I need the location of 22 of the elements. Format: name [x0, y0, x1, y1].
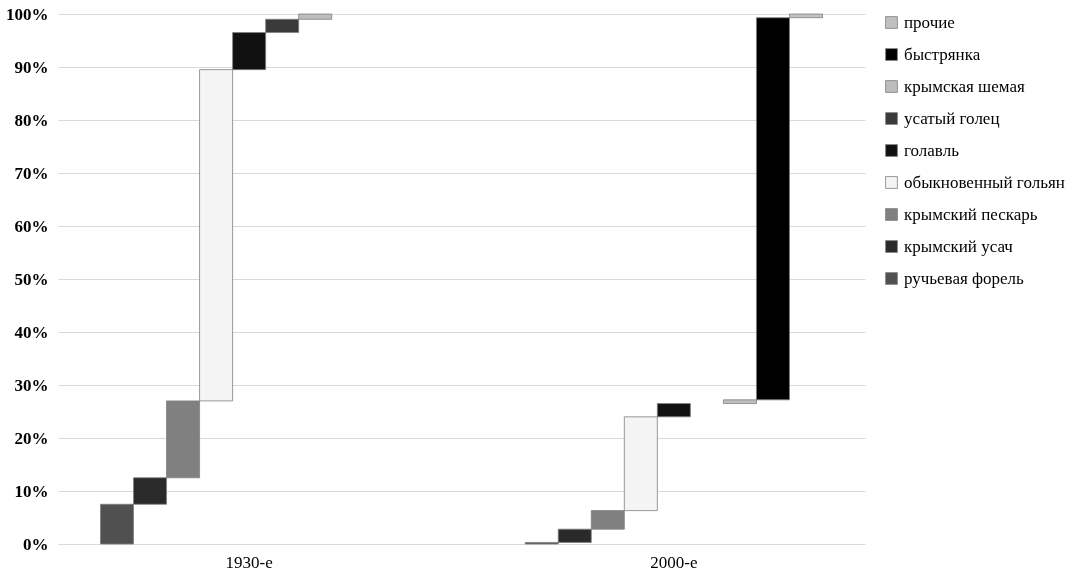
y-tick-label: 40%	[14, 322, 49, 342]
x-tick-label: 2000-е	[650, 552, 698, 572]
y-tick-label: 0%	[23, 534, 49, 554]
y-tick-label: 100%	[6, 4, 49, 24]
legend-label: усатый голец	[904, 108, 1000, 128]
legend-label: крымский усач	[904, 236, 1014, 256]
y-tick-label: 60%	[14, 216, 49, 236]
y-tick-label: 90%	[14, 57, 49, 77]
y-tick-label: 30%	[14, 375, 49, 395]
y-tick-label: 20%	[14, 428, 49, 448]
y-tick-label: 80%	[14, 110, 49, 130]
legend-label: прочие	[904, 12, 955, 32]
legend-label: быстрянка	[904, 44, 981, 64]
y-tick-label: 50%	[14, 269, 49, 289]
legend-label: крымский пескарь	[904, 204, 1038, 224]
legend-label: голавль	[904, 140, 960, 160]
legend-label: обыкновенный гольян	[904, 172, 1065, 192]
y-tick-label: 70%	[14, 163, 49, 183]
x-tick-label: 1930-е	[225, 552, 273, 572]
y-tick-label: 10%	[14, 481, 49, 501]
legend-label: крымская шемая	[904, 76, 1025, 96]
legend-label: ручьевая форель	[904, 268, 1025, 288]
